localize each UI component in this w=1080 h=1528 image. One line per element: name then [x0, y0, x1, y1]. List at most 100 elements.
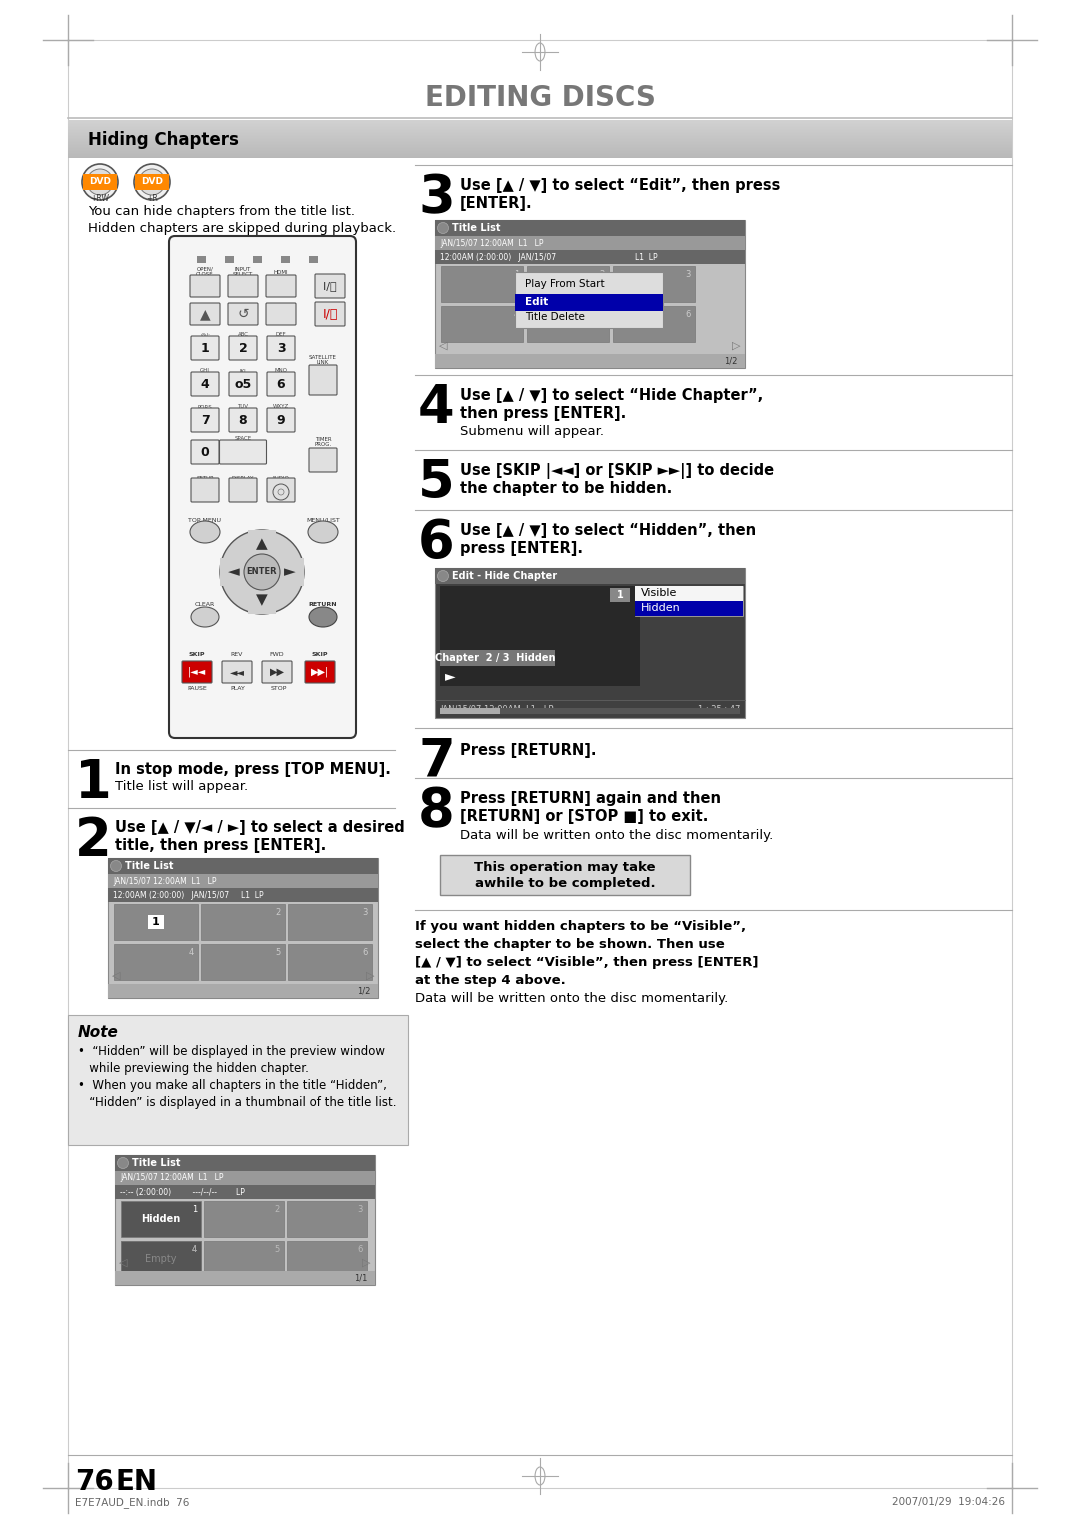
FancyBboxPatch shape [229, 336, 257, 361]
Text: Data will be written onto the disc momentarily.: Data will be written onto the disc momen… [415, 992, 728, 1005]
Text: Title List: Title List [125, 860, 174, 871]
FancyBboxPatch shape [266, 275, 296, 296]
Bar [441, 266, 523, 303]
FancyBboxPatch shape [309, 448, 337, 472]
Text: 3: 3 [363, 908, 368, 917]
Bar [435, 220, 745, 235]
Bar [440, 707, 740, 714]
Text: +R: +R [146, 194, 158, 203]
Circle shape [437, 570, 448, 582]
Bar [248, 530, 276, 614]
Bar [114, 1170, 375, 1186]
Text: +RW: +RW [91, 194, 109, 203]
Text: 1/1: 1/1 [353, 1273, 367, 1282]
Bar [435, 568, 745, 718]
Text: 12:00AM (2:00:00)   JAN/15/07     L1  LP: 12:00AM (2:00:00) JAN/15/07 L1 LP [113, 891, 264, 900]
Bar [515, 272, 663, 329]
Text: ▲: ▲ [256, 536, 268, 552]
Text: JAN/15/07 12:00AM  L1   LP: JAN/15/07 12:00AM L1 LP [440, 238, 543, 248]
Text: HDMI: HDMI [273, 269, 288, 275]
Text: MNO: MNO [274, 368, 287, 373]
Bar [108, 888, 378, 902]
Text: 5: 5 [275, 947, 281, 957]
Ellipse shape [309, 607, 337, 626]
Bar [108, 859, 378, 874]
Circle shape [273, 484, 289, 500]
FancyBboxPatch shape [262, 662, 292, 683]
Bar [610, 588, 630, 602]
Text: Hidden: Hidden [642, 604, 680, 613]
Text: 4: 4 [201, 379, 210, 391]
FancyBboxPatch shape [191, 478, 219, 503]
Text: ▷: ▷ [363, 1258, 372, 1268]
Text: ABC: ABC [238, 333, 248, 338]
Circle shape [134, 163, 170, 200]
Text: This operation may take: This operation may take [474, 860, 656, 874]
Circle shape [118, 1158, 129, 1169]
Text: PAUSE: PAUSE [187, 686, 207, 691]
Text: 2: 2 [275, 908, 281, 917]
Text: 1: 1 [201, 342, 210, 356]
Text: JAN/15/07 12:00AM  L1   LP: JAN/15/07 12:00AM L1 LP [113, 877, 216, 886]
Ellipse shape [308, 521, 338, 542]
Text: PQRS: PQRS [198, 405, 213, 410]
Text: Title list will appear.: Title list will appear. [114, 779, 248, 793]
Text: I/⁠⏻: I/⁠⏻ [323, 281, 337, 290]
Bar [435, 568, 745, 584]
Text: 5: 5 [599, 310, 605, 319]
FancyBboxPatch shape [229, 371, 257, 396]
FancyBboxPatch shape [191, 440, 219, 465]
Bar [148, 915, 164, 929]
Text: Visible: Visible [642, 588, 677, 597]
Bar [220, 558, 303, 587]
Circle shape [96, 177, 104, 186]
Text: title, then press [ENTER].: title, then press [ENTER]. [114, 837, 326, 853]
Text: Hidden chapters are skipped during playback.: Hidden chapters are skipped during playb… [87, 222, 396, 235]
FancyBboxPatch shape [315, 303, 345, 325]
Text: 3: 3 [276, 342, 285, 356]
FancyBboxPatch shape [191, 336, 219, 361]
FancyBboxPatch shape [191, 408, 219, 432]
Circle shape [437, 223, 448, 234]
Text: ◄◄: ◄◄ [229, 668, 244, 677]
Text: 4: 4 [192, 1245, 197, 1254]
Text: REV: REV [231, 651, 243, 657]
Text: awhile to be completed.: awhile to be completed. [475, 877, 656, 889]
Circle shape [110, 860, 121, 871]
Bar [114, 944, 198, 979]
FancyBboxPatch shape [267, 371, 295, 396]
Bar [287, 1201, 367, 1238]
Bar [435, 354, 745, 368]
Text: Hiding Chapters: Hiding Chapters [87, 131, 239, 150]
Text: “Hidden” is displayed in a thumbnail of the title list.: “Hidden” is displayed in a thumbnail of … [78, 1096, 396, 1109]
Bar [288, 944, 372, 979]
Bar [440, 856, 690, 895]
Text: ▷: ▷ [732, 341, 741, 351]
Text: 8: 8 [418, 785, 455, 837]
Text: SKIP: SKIP [189, 651, 205, 657]
Text: then press [ENTER].: then press [ENTER]. [460, 406, 626, 422]
Text: 2: 2 [274, 1206, 280, 1215]
Text: the chapter to be hidden.: the chapter to be hidden. [460, 481, 672, 497]
Text: 1: 1 [514, 270, 519, 280]
Bar [287, 1241, 367, 1277]
Text: --:-- (2:00:00)         ---/--/--        LP: --:-- (2:00:00) ---/--/-- LP [120, 1187, 245, 1196]
FancyBboxPatch shape [168, 235, 356, 738]
Bar [114, 1155, 375, 1285]
Text: 3: 3 [686, 270, 691, 280]
Text: while previewing the hidden chapter.: while previewing the hidden chapter. [78, 1062, 309, 1076]
Text: ►: ► [445, 669, 456, 683]
Bar [435, 235, 745, 251]
Ellipse shape [191, 607, 219, 626]
Text: 1: 1 [192, 1206, 197, 1215]
Text: .@/:: .@/: [200, 333, 211, 338]
Bar [108, 874, 378, 888]
FancyBboxPatch shape [190, 303, 220, 325]
Text: Data will be written onto the disc momentarily.: Data will be written onto the disc momen… [460, 830, 773, 842]
Text: JKL: JKL [239, 368, 247, 373]
Text: 12:00AM (2:00:00)   JAN/15/07: 12:00AM (2:00:00) JAN/15/07 [440, 252, 556, 261]
Text: •  “Hidden” will be displayed in the preview window: • “Hidden” will be displayed in the prev… [78, 1045, 384, 1057]
Text: |◄◄: |◄◄ [188, 666, 206, 677]
Text: Title List: Title List [132, 1158, 180, 1167]
Bar [435, 251, 745, 264]
